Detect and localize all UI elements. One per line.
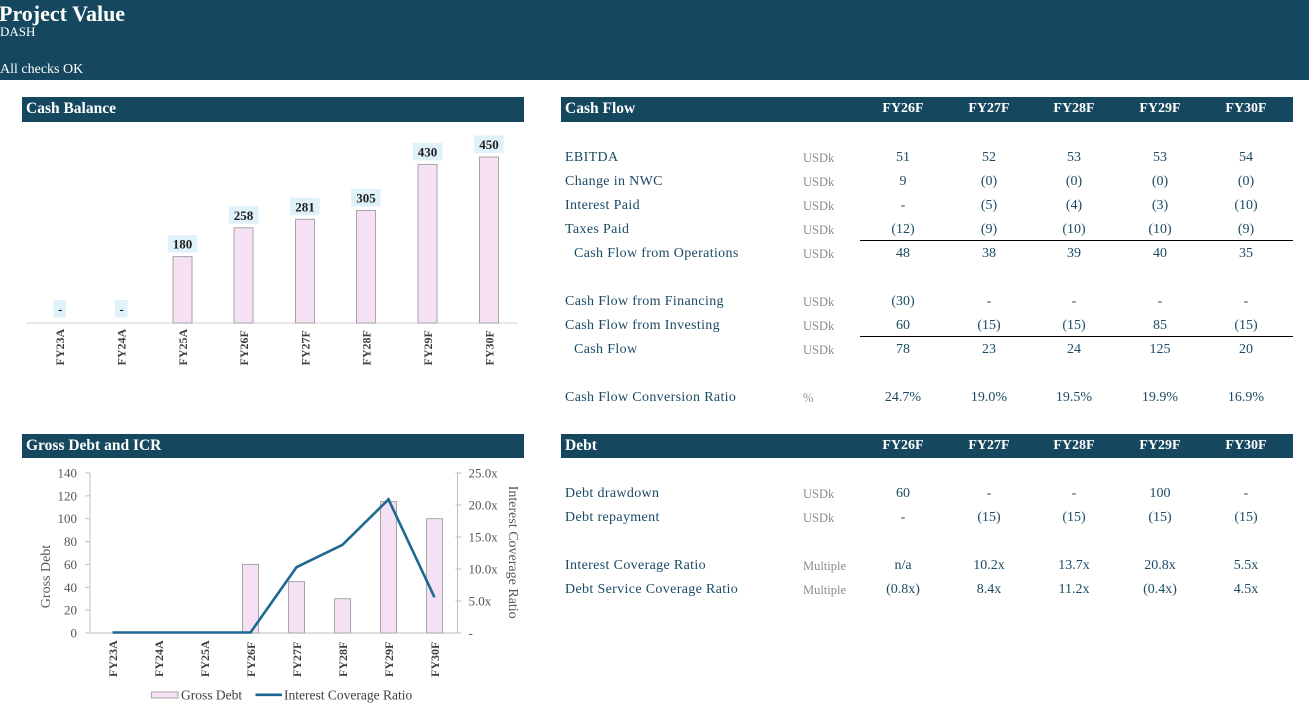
svg-text:FY25A: FY25A [176, 329, 190, 366]
svg-text:25.0x: 25.0x [469, 466, 499, 481]
svg-text:FY28F: FY28F [336, 642, 350, 677]
svg-text:5.0x: 5.0x [469, 594, 492, 609]
svg-text:FY23A: FY23A [106, 640, 120, 677]
svg-text:-: - [120, 302, 124, 317]
svg-text:FY26F: FY26F [244, 642, 258, 677]
svg-text:FY26F: FY26F [237, 330, 251, 365]
svg-text:305: 305 [356, 191, 376, 206]
svg-text:Gross Debt: Gross Debt [39, 545, 54, 608]
svg-text:450: 450 [479, 137, 499, 152]
svg-text:100: 100 [58, 511, 78, 526]
svg-text:FY27F: FY27F [299, 330, 313, 365]
svg-text:Gross Debt: Gross Debt [181, 688, 242, 703]
svg-text:430: 430 [418, 144, 438, 159]
svg-text:15.0x: 15.0x [469, 530, 499, 545]
svg-text:FY28F: FY28F [360, 330, 374, 365]
svg-text:FY30F: FY30F [428, 642, 442, 677]
svg-text:FY25A: FY25A [198, 640, 212, 677]
svg-text:10.0x: 10.0x [469, 562, 499, 577]
svg-text:FY27F: FY27F [290, 642, 304, 677]
svg-text:60: 60 [64, 557, 77, 572]
svg-text:Interest Coverage Ratio: Interest Coverage Ratio [505, 486, 520, 619]
svg-text:258: 258 [234, 208, 254, 223]
svg-text:Interest Coverage Ratio: Interest Coverage Ratio [284, 688, 412, 703]
svg-text:180: 180 [173, 237, 193, 252]
svg-text:281: 281 [295, 199, 315, 214]
svg-text:0: 0 [71, 626, 78, 641]
svg-text:140: 140 [58, 466, 78, 481]
svg-text:FY24A: FY24A [152, 640, 166, 677]
svg-text:FY29F: FY29F [382, 642, 396, 677]
svg-text:40: 40 [64, 580, 77, 595]
svg-text:80: 80 [64, 534, 77, 549]
svg-text:120: 120 [58, 488, 78, 503]
svg-text:20: 20 [64, 603, 77, 618]
svg-text:20.0x: 20.0x [469, 498, 499, 513]
svg-text:FY30F: FY30F [483, 330, 497, 365]
svg-text:-: - [58, 302, 62, 317]
svg-text:FY24A: FY24A [115, 329, 129, 366]
svg-text:FY29F: FY29F [421, 330, 435, 365]
svg-text:-: - [469, 626, 473, 641]
svg-text:FY23A: FY23A [53, 329, 67, 366]
